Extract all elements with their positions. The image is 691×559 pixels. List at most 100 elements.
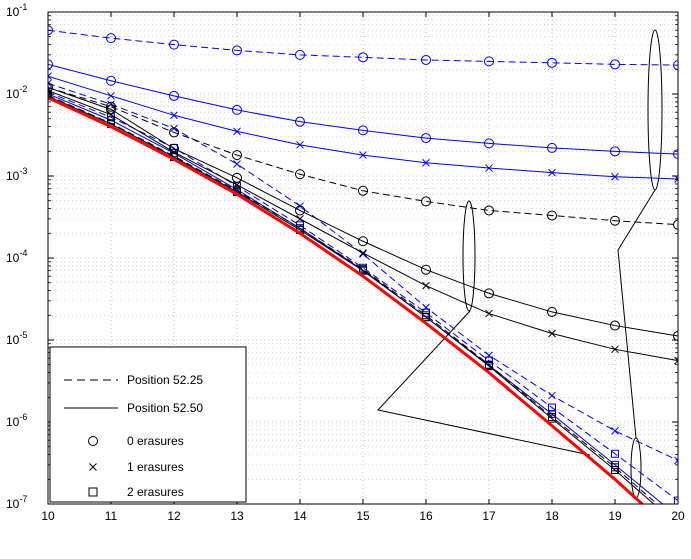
data-point-stroke xyxy=(48,86,52,92)
legend-entry-solid: Position 52.50 xyxy=(127,401,203,415)
data-point xyxy=(106,33,116,44)
series-group xyxy=(48,25,678,504)
data-point-stroke xyxy=(233,160,241,168)
data-point xyxy=(358,52,368,63)
data-point xyxy=(359,151,367,159)
data-point xyxy=(610,320,620,331)
data-point xyxy=(233,127,241,136)
y-tick-label: 10-6 xyxy=(6,412,27,429)
data-point xyxy=(421,196,431,207)
data-point-stroke xyxy=(296,140,304,149)
legend-entry-dashed: Position 52.25 xyxy=(127,373,203,387)
data-point xyxy=(359,266,367,275)
data-point xyxy=(421,133,431,144)
data-point xyxy=(484,138,494,149)
series-line xyxy=(48,94,658,504)
annotations xyxy=(377,29,663,499)
data-point xyxy=(358,125,368,136)
data-point xyxy=(296,140,304,149)
data-point-stroke xyxy=(611,426,619,435)
data-point xyxy=(170,111,178,120)
data-point-stroke xyxy=(422,281,430,290)
data-point-stroke xyxy=(674,456,678,462)
data-point-stroke xyxy=(170,111,178,120)
data-point xyxy=(421,264,431,275)
data-point xyxy=(296,215,304,223)
x-tick-label: 20 xyxy=(671,509,685,523)
data-point xyxy=(106,101,116,112)
data-point xyxy=(232,172,242,183)
x-tick-label: 12 xyxy=(167,509,181,523)
data-point xyxy=(610,146,620,157)
data-point xyxy=(359,249,367,257)
legend: Position 52.25 Position 52.50 0 erasures… xyxy=(49,346,247,503)
data-point xyxy=(233,160,241,168)
data-point xyxy=(107,110,115,119)
x-tick-label: 17 xyxy=(482,509,496,523)
x-tick-label: 19 xyxy=(608,509,622,523)
data-point-stroke xyxy=(485,351,493,360)
data-point-stroke xyxy=(48,75,52,81)
data-point xyxy=(232,45,242,56)
data-point-stroke xyxy=(48,72,52,77)
data-point xyxy=(611,449,619,458)
data-point-stroke xyxy=(48,79,52,85)
x-tick-label: 15 xyxy=(356,509,370,523)
x-tick-label: 13 xyxy=(230,509,244,523)
data-point xyxy=(295,169,305,180)
data-point-stroke xyxy=(107,91,115,100)
data-point xyxy=(169,90,179,101)
legend-marker-x xyxy=(89,463,97,471)
data-point xyxy=(610,215,620,226)
data-point xyxy=(673,330,678,341)
data-point-stroke xyxy=(548,168,556,177)
data-point xyxy=(548,391,556,400)
x-tick-label: 14 xyxy=(293,509,307,523)
data-point xyxy=(48,59,53,70)
data-point xyxy=(548,168,556,177)
series-line xyxy=(48,87,678,226)
y-tick-label: 10-1 xyxy=(6,2,27,19)
data-point xyxy=(295,49,305,60)
data-point xyxy=(484,205,494,216)
data-point xyxy=(170,124,178,133)
data-point xyxy=(422,281,430,290)
data-point xyxy=(673,219,678,230)
data-point xyxy=(485,351,493,360)
data-point xyxy=(48,79,52,88)
data-point xyxy=(547,306,557,317)
x-tick-label: 16 xyxy=(419,509,433,523)
series-line xyxy=(48,95,655,504)
y-tick-label: 10-2 xyxy=(6,84,27,101)
data-point xyxy=(548,414,556,423)
data-point-stroke xyxy=(359,250,367,258)
data-point xyxy=(674,175,678,183)
data-point xyxy=(169,39,179,50)
data-point-stroke xyxy=(170,124,178,133)
y-tick-label: 10-5 xyxy=(6,330,27,347)
data-point xyxy=(674,496,678,504)
data-point xyxy=(547,142,557,153)
data-point xyxy=(673,60,678,71)
data-point xyxy=(48,82,53,93)
data-point xyxy=(169,127,179,138)
data-point xyxy=(484,288,494,299)
data-point-stroke xyxy=(107,110,115,119)
series-line xyxy=(48,96,645,504)
data-point xyxy=(610,59,620,70)
data-point xyxy=(232,104,242,115)
data-point xyxy=(611,345,619,354)
data-point xyxy=(107,100,115,109)
data-point xyxy=(673,149,678,160)
data-point xyxy=(107,91,115,100)
data-point xyxy=(485,164,493,172)
legend-entry-2-erasures: 2 erasures xyxy=(127,485,184,499)
x-tick-labels: 10 11 12 13 14 15 16 17 18 19 20 xyxy=(41,509,685,523)
data-point xyxy=(295,116,305,127)
y-tick-label: 10-7 xyxy=(6,494,27,511)
data-point xyxy=(48,92,52,101)
data-point xyxy=(232,150,242,161)
legend-box xyxy=(49,346,247,503)
data-point-stroke xyxy=(611,345,619,354)
